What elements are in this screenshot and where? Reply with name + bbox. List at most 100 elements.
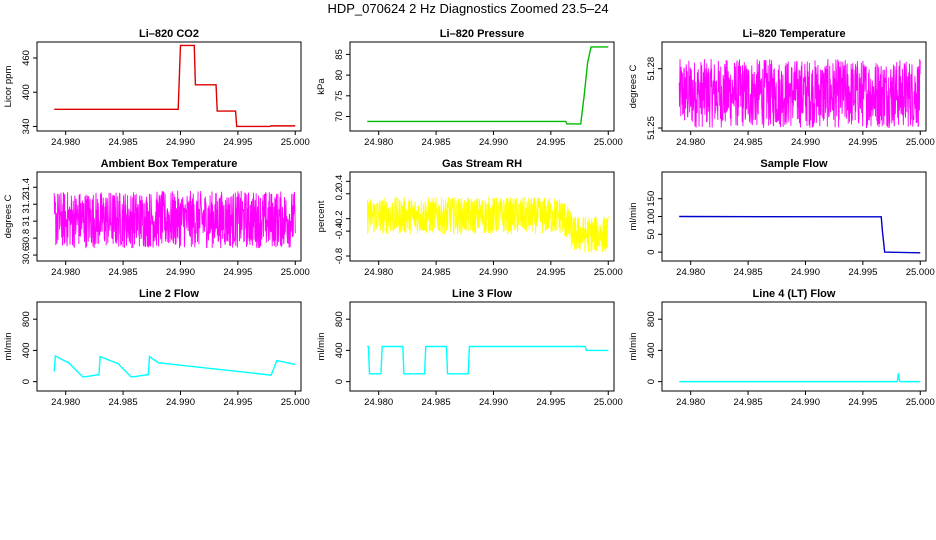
- series-line: [679, 215, 921, 254]
- y-axis-label: ml/min: [628, 333, 639, 361]
- y-tick-label: 30.6: [21, 246, 32, 264]
- y-tick-label: 400: [21, 342, 32, 358]
- x-tick-label: 24.995: [536, 137, 565, 148]
- x-tick-label: 24.985: [734, 267, 763, 278]
- plot-frame: [349, 301, 615, 392]
- plot-frame: [36, 301, 302, 392]
- x-tick-label: 25.000: [281, 397, 310, 408]
- y-tick-label: -0.4: [334, 223, 345, 239]
- x-tick-label: 24.985: [422, 267, 451, 278]
- x-tick-label: 24.990: [166, 137, 195, 148]
- y-tick-label: 0: [334, 379, 345, 384]
- panel-title: Line 3 Flow: [452, 288, 512, 300]
- x-tick-label: 24.990: [791, 137, 820, 148]
- y-tick-label: 0.2: [334, 187, 345, 200]
- panel-title: Sample Flow: [760, 158, 828, 170]
- plot-frame: [661, 41, 927, 132]
- y-tick-label: 80: [334, 70, 345, 81]
- panel-title: Ambient Box Temperature: [101, 158, 238, 170]
- series-line: [53, 190, 296, 249]
- y-axis-label: percent: [316, 200, 327, 232]
- x-tick-label: 24.980: [364, 397, 393, 408]
- series-line: [678, 58, 921, 129]
- panel-title: Li–820 CO2: [139, 28, 199, 40]
- x-tick-label: 24.980: [676, 267, 705, 278]
- y-tick-label: -0.8: [334, 248, 345, 264]
- x-tick-label: 25.000: [594, 267, 623, 278]
- y-tick-label: 460: [21, 50, 32, 66]
- x-tick-label: 24.985: [734, 397, 763, 408]
- plot-frame: [661, 301, 927, 392]
- x-tick-label: 24.980: [364, 267, 393, 278]
- y-tick-label: 75: [334, 91, 345, 102]
- panel-title: Line 4 (LT) Flow: [753, 288, 836, 300]
- x-tick-label: 24.985: [734, 137, 763, 148]
- x-tick-label: 24.995: [223, 137, 252, 148]
- x-tick-label: 24.995: [848, 397, 877, 408]
- y-tick-label: -0.2: [334, 210, 345, 226]
- figure-title: HDP_070624 2 Hz Diagnostics Zoomed 23.5–…: [327, 1, 609, 16]
- x-tick-label: 24.990: [479, 397, 508, 408]
- x-tick-label: 24.980: [51, 267, 80, 278]
- y-tick-label: 100: [646, 209, 657, 225]
- y-tick-label: 30.8: [21, 229, 32, 248]
- y-tick-label: 340: [21, 119, 32, 135]
- panel-title: Li–820 Pressure: [440, 28, 524, 40]
- x-tick-label: 24.990: [791, 397, 820, 408]
- x-tick-label: 24.990: [166, 267, 195, 278]
- x-tick-label: 24.995: [848, 137, 877, 148]
- x-tick-label: 24.985: [422, 397, 451, 408]
- x-tick-label: 24.980: [364, 137, 393, 148]
- x-tick-label: 24.990: [479, 137, 508, 148]
- series-line: [366, 196, 609, 253]
- y-tick-label: 31.4: [21, 178, 32, 197]
- y-axis-label: ml/min: [316, 333, 327, 361]
- x-tick-label: 25.000: [906, 397, 935, 408]
- panel-title: Line 2 Flow: [139, 288, 199, 300]
- y-tick-label: 0: [646, 249, 657, 254]
- y-axis-label: Licor ppm: [3, 66, 14, 108]
- y-tick-label: 51.25: [646, 116, 657, 140]
- y-axis-label: degrees C: [3, 194, 14, 238]
- x-tick-label: 24.990: [479, 267, 508, 278]
- panel-title: Gas Stream RH: [442, 158, 522, 170]
- y-tick-label: 0: [646, 379, 657, 384]
- plot-frame: [349, 41, 615, 132]
- x-tick-label: 24.980: [51, 137, 80, 148]
- series-line: [53, 354, 296, 378]
- y-tick-label: 800: [646, 311, 657, 327]
- x-tick-label: 24.985: [422, 137, 451, 148]
- y-tick-label: 50: [646, 229, 657, 240]
- x-tick-label: 24.990: [791, 267, 820, 278]
- x-tick-label: 24.995: [223, 397, 252, 408]
- plot-frame: [349, 171, 615, 262]
- series-line: [367, 46, 609, 125]
- y-tick-label: 85: [334, 49, 345, 60]
- y-tick-label: 400: [646, 342, 657, 358]
- y-axis-label: ml/min: [3, 333, 14, 361]
- y-tick-label: 0.4: [334, 175, 345, 188]
- x-tick-label: 24.995: [223, 267, 252, 278]
- series-line: [367, 345, 609, 375]
- x-tick-label: 24.995: [536, 267, 565, 278]
- x-tick-label: 24.985: [109, 137, 138, 148]
- x-tick-label: 25.000: [906, 267, 935, 278]
- series-line: [54, 44, 296, 128]
- series-line: [679, 372, 921, 383]
- y-axis-label: kPa: [316, 78, 327, 95]
- y-tick-label: 0: [21, 379, 32, 384]
- plot-frame: [36, 41, 302, 132]
- x-tick-label: 24.990: [166, 397, 195, 408]
- x-tick-label: 25.000: [281, 267, 310, 278]
- y-tick-label: 31.2: [21, 195, 32, 214]
- x-tick-label: 24.985: [109, 267, 138, 278]
- y-tick-label: 800: [334, 311, 345, 327]
- plot-frame: [36, 171, 302, 262]
- x-tick-label: 24.980: [676, 137, 705, 148]
- x-tick-label: 24.995: [536, 397, 565, 408]
- x-tick-label: 25.000: [594, 137, 623, 148]
- y-tick-label: 400: [334, 342, 345, 358]
- x-tick-label: 25.000: [594, 397, 623, 408]
- x-tick-label: 24.995: [848, 267, 877, 278]
